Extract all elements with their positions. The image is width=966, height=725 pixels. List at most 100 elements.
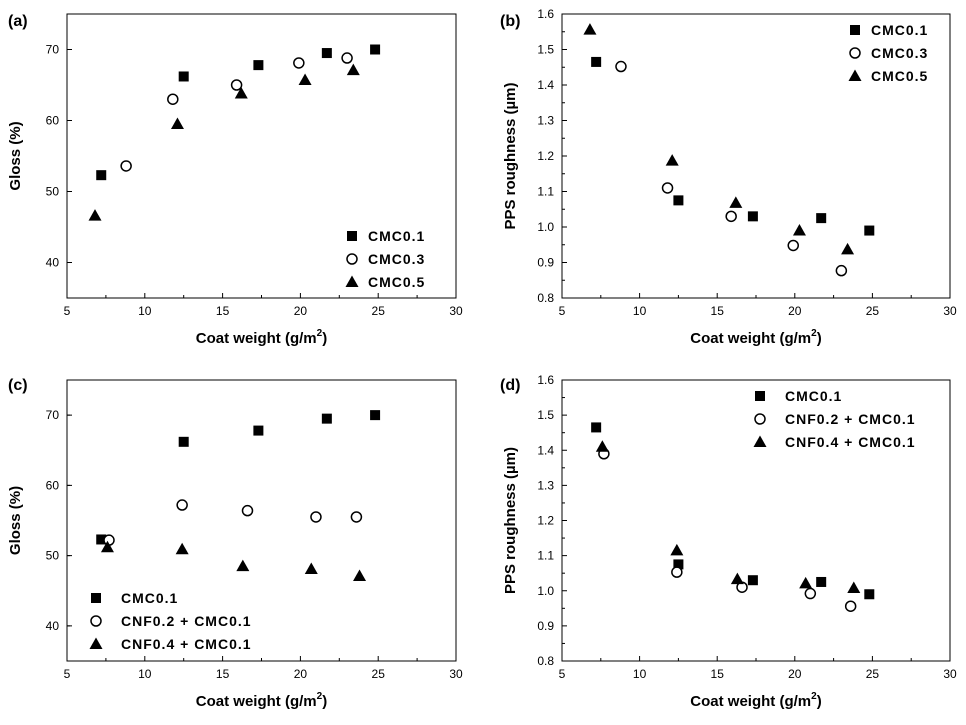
x-tick-label: 15 — [711, 304, 725, 318]
y-tick-label: 60 — [46, 114, 60, 128]
panel-1: 5 10 15 20 25 30 40 50 60 70 (a) Coat weight (g/m2)… — [7, 13, 463, 347]
legend: CMC0.1 CMC0.3 CMC0.5 — [848, 22, 928, 84]
data-point-triangle — [792, 224, 806, 236]
legend: CMC0.1 CNF0.2 + CMC0.1 CNF0.4 + CMC0.1 — [753, 388, 916, 450]
data-point-square — [591, 56, 602, 67]
x-tick-label: 20 — [788, 667, 802, 681]
y-tick-label: 1.1 — [537, 549, 554, 563]
data-point-square — [321, 413, 332, 424]
data-point-triangle — [670, 543, 684, 556]
x-tick-label: 5 — [559, 667, 566, 681]
legend-label: CNF0.4 + CMC0.1 — [121, 636, 252, 652]
x-tick-label: 10 — [633, 304, 647, 318]
legend-label: CMC0.3 — [871, 45, 928, 61]
data-point-square — [864, 225, 875, 236]
data-point-triangle — [170, 117, 184, 130]
y-tick-label: 0.9 — [537, 256, 554, 270]
data-point-triangle — [88, 209, 102, 221]
y-tick-label: 40 — [46, 619, 60, 633]
y-axis-label: PPS roughness (µm) — [502, 447, 519, 594]
x-axis-label: Coat weight (g/m2) — [196, 328, 327, 347]
data-point-square — [96, 170, 107, 181]
x-tick-label: 25 — [866, 667, 880, 681]
data-point-circle — [844, 600, 857, 612]
y-tick-label: 1.2 — [537, 514, 554, 528]
x-tick-label: 10 — [138, 667, 152, 681]
series-triangle — [88, 63, 360, 221]
data-point-triangle — [100, 540, 114, 553]
data-point-triangle — [729, 196, 743, 208]
data-point-circle — [671, 566, 683, 578]
series-triangle — [583, 23, 855, 255]
x-tick-label: 25 — [372, 667, 386, 681]
y-tick-label: 40 — [46, 256, 60, 270]
y-tick-label: 1.5 — [537, 408, 554, 422]
data-point-square — [591, 422, 602, 433]
y-tick-label: 1.6 — [537, 7, 554, 21]
panel-label: (b) — [500, 13, 520, 30]
y-tick-label: 70 — [46, 43, 60, 57]
legend-marker-square — [91, 593, 101, 603]
x-tick-label: 20 — [788, 304, 802, 318]
series-triangle — [595, 440, 861, 593]
data-point-square — [747, 211, 758, 222]
y-tick-label: 1.3 — [537, 478, 554, 492]
x-axis-label: Coat weight (g/m2) — [690, 691, 821, 710]
data-point-circle — [176, 499, 188, 511]
x-tick-label: 25 — [372, 304, 386, 318]
x-axis-label-end: ) — [817, 693, 822, 710]
legend: CMC0.1 CNF0.2 + CMC0.1 CNF0.4 + CMC0.1 — [89, 590, 252, 652]
legend: CMC0.1 CMC0.3 CMC0.5 — [345, 228, 425, 290]
data-point-square — [673, 195, 684, 206]
data-point-triangle — [595, 440, 609, 452]
legend-label: CMC0.1 — [368, 228, 425, 244]
data-point-square — [178, 436, 189, 447]
data-point-square — [370, 44, 381, 55]
data-point-triangle — [847, 581, 861, 593]
data-point-circle — [120, 160, 132, 172]
y-tick-label: 0.8 — [537, 291, 554, 305]
data-point-triangle — [730, 572, 744, 585]
legend-marker-square — [850, 25, 860, 35]
data-point-square — [864, 589, 875, 600]
legend-marker-triangle — [345, 275, 359, 287]
panel-label: (c) — [8, 377, 28, 394]
legend-label: CNF0.2 + CMC0.1 — [121, 613, 252, 629]
x-tick-label: 30 — [449, 667, 463, 681]
legend-label: CMC0.5 — [368, 274, 425, 290]
x-axis-label-superscript: 2 — [811, 691, 817, 702]
x-tick-label: 20 — [294, 667, 308, 681]
x-tick-label: 25 — [866, 304, 880, 318]
data-point-circle — [787, 239, 799, 252]
legend-marker-circle — [849, 47, 861, 59]
series-square — [591, 422, 875, 600]
x-axis-label-end: ) — [817, 330, 822, 347]
legend-label: CNF0.4 + CMC0.1 — [785, 434, 916, 450]
data-point-circle — [725, 210, 737, 223]
y-tick-label: 50 — [46, 185, 60, 199]
y-tick-label: 1.3 — [537, 114, 554, 128]
x-tick-label: 10 — [633, 667, 647, 681]
y-tick-label: 1.1 — [537, 185, 554, 199]
x-axis-label-superscript: 2 — [317, 328, 323, 339]
data-point-square — [816, 213, 827, 224]
data-point-square — [253, 425, 264, 436]
x-axis-label-main: Coat weight (g/m — [196, 330, 317, 347]
data-point-circle — [241, 504, 254, 517]
y-tick-label: 70 — [46, 408, 60, 422]
data-point-square — [747, 575, 758, 586]
data-point-square — [370, 410, 381, 421]
x-tick-label: 20 — [294, 304, 308, 318]
data-point-triangle — [841, 242, 855, 255]
x-axis-label-superscript: 2 — [811, 328, 817, 339]
panel-label: (d) — [500, 377, 520, 394]
legend-marker-square — [755, 391, 765, 401]
series-circle — [615, 60, 848, 277]
x-axis-label-main: Coat weight (g/m — [196, 693, 317, 710]
legend-label: CMC0.1 — [785, 388, 842, 404]
y-tick-label: 50 — [46, 549, 60, 563]
x-tick-label: 30 — [943, 304, 957, 318]
data-point-circle — [293, 57, 305, 69]
x-axis-label-end: ) — [322, 330, 327, 347]
series-square — [591, 56, 875, 236]
